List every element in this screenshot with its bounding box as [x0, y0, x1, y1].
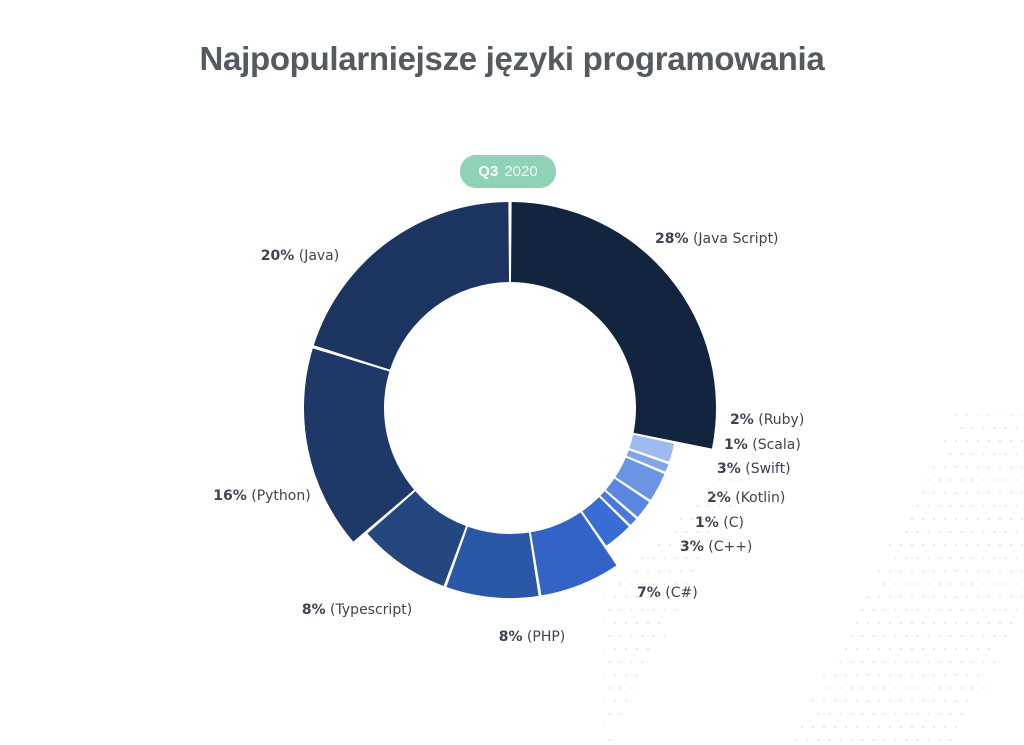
- slice-label: 8% (Typescript): [302, 602, 412, 618]
- slice-label: 16% (Python): [213, 488, 310, 504]
- period-badge: Q3 2020: [460, 155, 556, 188]
- slice-c-: [530, 512, 617, 596]
- slice-label: 8% (PHP): [499, 629, 566, 645]
- slice-python: [304, 348, 415, 542]
- slice-c-: [582, 497, 629, 546]
- slice-java-script: [510, 202, 716, 449]
- slice-php: [446, 526, 539, 598]
- slice-label: 1% (Scala): [724, 437, 801, 453]
- slice-label: 1% (C): [695, 515, 744, 531]
- slice-java: [313, 202, 510, 370]
- chart-title: Najpopularniejsze języki programowania: [199, 40, 825, 77]
- donut-labels: 28% (Java Script) 2% (Ruby) 1% (Scala) 3% (…: [213, 231, 804, 645]
- slice-label: 7% (C#): [637, 585, 698, 601]
- slice-label: 2% (Kotlin): [707, 490, 785, 506]
- slice-label: 28% (Java Script): [655, 231, 779, 247]
- donut-slices: [304, 202, 716, 598]
- period-quarter: Q3: [478, 163, 499, 180]
- slice-ruby: [629, 434, 675, 462]
- slice-kotlin: [605, 478, 650, 518]
- slice-scala: [626, 450, 669, 472]
- slice-c: [600, 491, 637, 525]
- slice-typescript: [367, 491, 466, 587]
- period-year: 2020: [504, 163, 538, 180]
- slice-label: 3% (Swift): [717, 461, 791, 477]
- slice-label: 20% (Java): [261, 248, 339, 264]
- slice-label: 3% (C++): [680, 539, 752, 555]
- slice-swift: [615, 457, 665, 500]
- slice-label: 2% (Ruby): [730, 412, 804, 428]
